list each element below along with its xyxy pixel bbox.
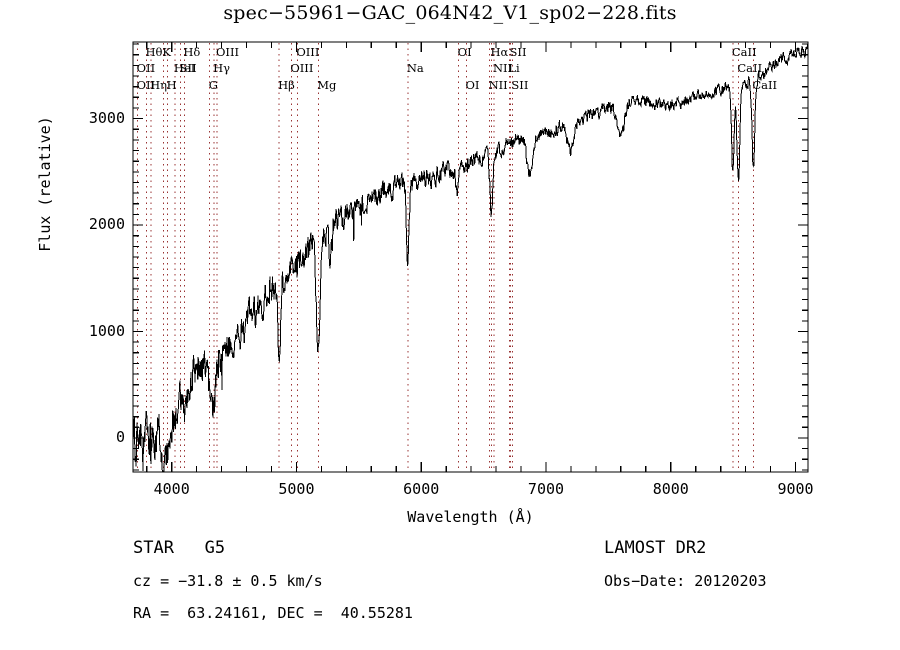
line-marker-guides <box>137 43 754 471</box>
line-marker-label: Hθ <box>145 45 163 59</box>
x-tick-label: 8000 <box>652 480 689 498</box>
x-tick-label: 5000 <box>278 480 315 498</box>
line-marker-label: H <box>166 78 177 92</box>
y-tick-label: 0 <box>115 427 125 446</box>
line-marker-label: SII <box>509 45 527 59</box>
footer-cz: cz = −31.8 ± 0.5 km/s <box>133 572 323 590</box>
y-tick-label: 1000 <box>88 321 125 340</box>
object-type-value: STAR <box>133 538 174 558</box>
line-marker-label: NII <box>492 61 513 75</box>
line-marker-label: Hα <box>490 45 509 59</box>
line-marker-label: Hδ <box>183 45 201 59</box>
line-marker-label: NII <box>488 78 508 92</box>
line-marker-label: CaII <box>752 78 778 92</box>
line-marker-label: Mg <box>317 78 337 92</box>
line-marker-label: K <box>162 45 171 59</box>
footer-obs-date: Obs−Date: 20120203 <box>604 572 767 590</box>
line-marker-label: OIII <box>215 45 240 59</box>
y-tick-label: 2000 <box>88 215 125 234</box>
spectrum-trace <box>132 43 809 472</box>
line-marker-label: OIII <box>290 61 314 75</box>
y-tick-label: 3000 <box>88 108 125 127</box>
line-marker-label: Hη <box>150 78 167 92</box>
line-marker-label: OIII <box>296 45 320 59</box>
line-marker-label: Na <box>406 61 424 75</box>
x-axis-label: Wavelength (Å) <box>407 508 534 526</box>
footer-survey: LAMOST DR2 <box>604 538 707 558</box>
line-marker-label: SII <box>511 78 529 92</box>
line-marker-label: OII <box>136 78 156 92</box>
line-marker-label: Hβ <box>278 78 295 92</box>
x-tick-label: 4000 <box>153 480 190 498</box>
line-marker-label: OI <box>465 78 480 92</box>
footer-object-type: STAR G5 <box>133 538 225 558</box>
line-marker-label: G <box>208 78 218 92</box>
line-marker-label: CaII <box>737 61 763 75</box>
line-marker-label: CaII <box>731 45 757 59</box>
x-tick-label: 9000 <box>777 480 814 498</box>
y-axis-label: Flux (relative) <box>36 116 54 252</box>
line-marker-label: Hγ <box>213 61 230 75</box>
line-marker-label: HeI <box>173 61 196 75</box>
line-marker-label: OII <box>136 61 156 75</box>
page-title: spec−55961−GAC_064N42_V1_sp02−228.fits <box>223 2 677 24</box>
x-tick-label: 7000 <box>527 480 565 498</box>
line-marker-label: Li <box>508 61 520 75</box>
line-marker-label: OI <box>457 45 472 59</box>
x-tick-label: 6000 <box>403 480 440 498</box>
axis-frame <box>132 41 809 473</box>
line-marker-label: SII <box>179 61 197 75</box>
footer-coords: RA = 63.24161, DEC = 40.55281 <box>133 604 413 622</box>
spectral-class-value: G5 <box>204 538 226 558</box>
